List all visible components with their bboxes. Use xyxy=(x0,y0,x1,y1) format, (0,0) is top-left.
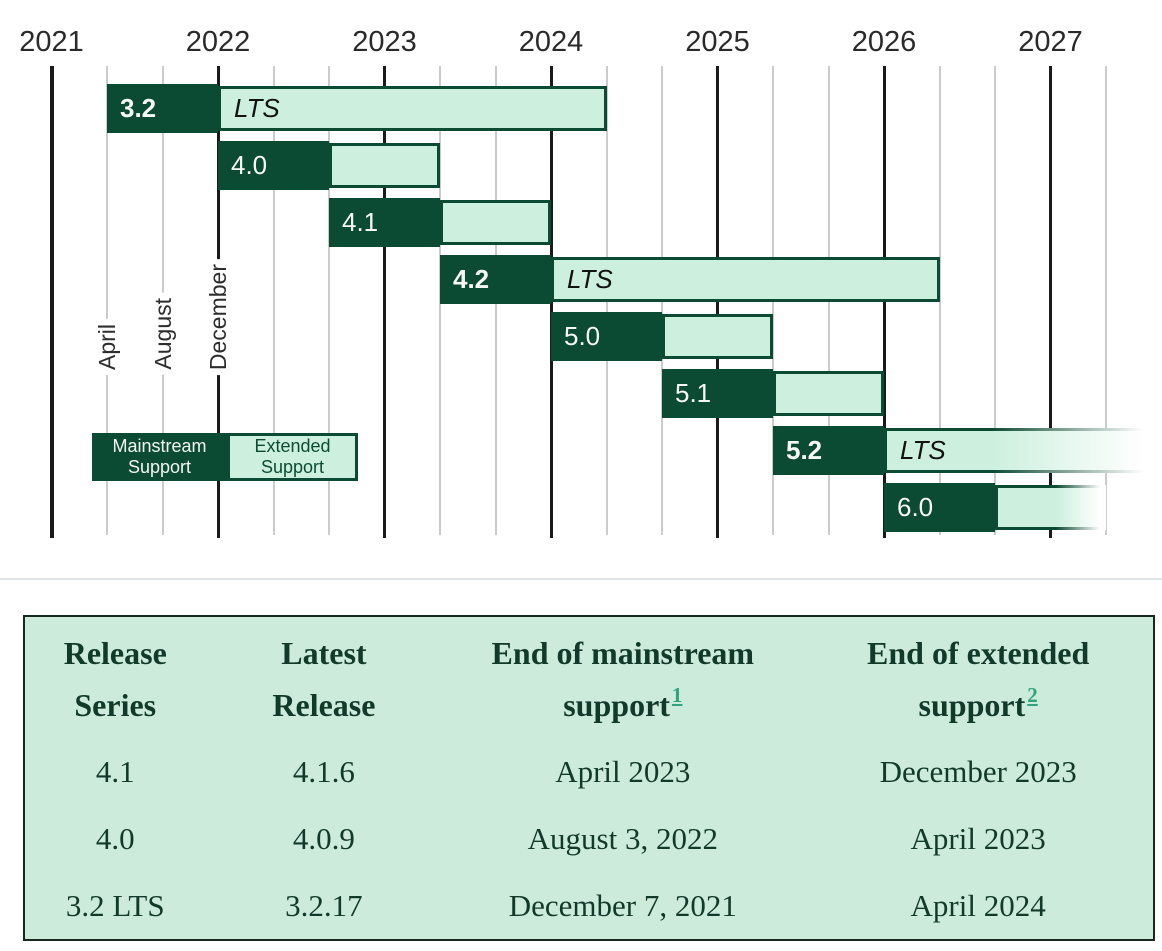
column-header-end-of-extended-support: End of extended support2 xyxy=(803,617,1153,738)
cell-release-series: 4.1 xyxy=(95,753,135,789)
cell-end-of-mainstream-support: August 3, 2022 xyxy=(527,820,718,856)
header-line1: End of mainstream xyxy=(491,635,755,671)
column-header-end-of-mainstream-support: End of mainstream support1 xyxy=(442,617,803,738)
header-line2-text: Release xyxy=(272,687,376,723)
bar-5.0-extended xyxy=(662,314,773,359)
gridline-month xyxy=(994,66,996,535)
table-head: Release Series Latest Release End of mainstr… xyxy=(25,617,1153,738)
header-line1: Release xyxy=(63,635,167,671)
gridline-month xyxy=(938,66,941,535)
bar-4.0-mainstream: 4.0 xyxy=(218,141,329,190)
gridline-year xyxy=(882,66,886,538)
gridline-year xyxy=(49,66,54,538)
header-line1: Latest xyxy=(281,635,367,671)
version-label: 4.2 xyxy=(453,264,490,294)
gridline-year xyxy=(383,66,386,538)
bar-4.1-extended xyxy=(440,200,551,245)
bar-4.0-extended xyxy=(329,143,440,188)
bar-3.2-extended: LTS xyxy=(218,86,607,131)
bar-6.0-mainstream: 6.0 xyxy=(884,483,995,532)
fade-overlay-5.2 xyxy=(992,428,1162,473)
column-header-release-series: Release Series xyxy=(25,617,205,738)
footnote-link-1[interactable]: 1 xyxy=(671,683,683,707)
header-line2-text: Series xyxy=(74,687,157,723)
month-label-december: December xyxy=(203,258,234,375)
bar-5.0-mainstream: 5.0 xyxy=(551,312,662,361)
header-line2: support1 xyxy=(443,679,802,735)
cell-release-series: 3.2 LTS xyxy=(65,887,165,923)
version-label: 4.1 xyxy=(342,207,379,237)
release-roadmap-chart: 2021 2022 2023 2024 2025 2026 2027 April August D… xyxy=(19,26,1162,538)
bar-5.1-extended xyxy=(773,371,884,416)
cell-end-of-mainstream-support: December 7, 2021 xyxy=(508,887,737,923)
legend-mainstream-label-line1: Mainstream xyxy=(112,436,207,456)
legend-extended-label-line2: Support xyxy=(260,457,325,477)
header-line2: support2 xyxy=(804,679,1152,735)
footnote-link-2[interactable]: 2 xyxy=(1027,683,1038,707)
cell-latest-release: 4.1.6 xyxy=(292,753,355,789)
month-label-april: April xyxy=(92,318,123,375)
cell-latest-release: 4.0.9 xyxy=(292,820,355,856)
lts-label: LTS xyxy=(567,264,613,294)
bar-4.2-extended: LTS xyxy=(551,257,940,302)
cell-latest-release: 3.2.17 xyxy=(285,887,363,923)
table-row-4.1: 4.1 4.1.6 April 2023 December 2023 xyxy=(25,738,1153,805)
release-support-table: Release Series Latest Release End of mainstr… xyxy=(23,615,1155,941)
year-label-2021: 2021 xyxy=(19,26,84,58)
lts-label: LTS xyxy=(234,93,280,123)
cell-release-series: 4.0 xyxy=(95,820,135,856)
year-label-2025: 2025 xyxy=(685,26,750,58)
gridline-month xyxy=(328,66,330,535)
table-row-3.2-lts: 3.2 LTS 3.2.17 December 7, 2021 April 2024 xyxy=(25,872,1153,939)
version-label: 5.2 xyxy=(786,435,823,465)
gridline-year xyxy=(716,66,719,538)
bar-4.1-mainstream: 4.1 xyxy=(329,198,440,247)
horizontal-divider xyxy=(0,578,1162,580)
version-label: 4.0 xyxy=(231,150,268,180)
gridline-year xyxy=(549,66,553,538)
lts-label: LTS xyxy=(900,435,946,465)
legend-mainstream-label-line2: Support xyxy=(127,457,192,477)
version-label: 6.0 xyxy=(897,492,934,522)
year-label-2022: 2022 xyxy=(185,26,251,58)
table-body: 4.1 4.1.6 April 2023 December 2023 4.0 4.0.9 A… xyxy=(25,738,1153,939)
year-label-2027: 2027 xyxy=(1018,26,1083,58)
version-label: 3.2 xyxy=(120,93,157,123)
gridline-month xyxy=(272,66,275,535)
header-line1: End of extended xyxy=(867,635,1090,671)
header-line2-text: support xyxy=(563,687,670,723)
column-header-latest-release: Latest Release xyxy=(205,617,442,738)
fade-overlay-6.0 xyxy=(1056,485,1106,530)
cell-end-of-extended-support: April 2023 xyxy=(910,820,1046,856)
header-line2: Release xyxy=(206,679,441,731)
cell-end-of-extended-support: December 2023 xyxy=(879,753,1077,789)
cell-end-of-extended-support: April 2024 xyxy=(910,887,1046,923)
bar-5.2-mainstream: 5.2 xyxy=(773,426,884,475)
legend-extended-label-line1: Extended xyxy=(254,436,331,456)
bar-4.2-mainstream: 4.2 xyxy=(440,255,551,304)
year-label-2023: 2023 xyxy=(352,26,417,58)
header-line2: Series xyxy=(26,679,204,731)
legend-mainstream-support: Mainstream Support xyxy=(92,433,227,481)
version-label: 5.0 xyxy=(564,321,601,351)
gridline-month xyxy=(1105,66,1107,535)
year-label-2024: 2024 xyxy=(518,26,584,58)
legend-extended-support: Extended Support xyxy=(227,433,358,481)
bar-3.2-mainstream: 3.2 xyxy=(107,84,218,133)
table-header-row: Release Series Latest Release End of mainstr… xyxy=(25,617,1153,738)
bar-5.1-mainstream: 5.1 xyxy=(662,369,773,418)
cell-end-of-mainstream-support: April 2023 xyxy=(555,753,691,789)
table-row-4.0: 4.0 4.0.9 August 3, 2022 April 2023 xyxy=(25,805,1153,872)
gridline-month xyxy=(106,66,108,535)
header-line2-text: support xyxy=(918,687,1026,723)
version-label: 5.1 xyxy=(675,378,712,408)
month-label-august: August xyxy=(147,293,179,375)
gridline-year xyxy=(1049,66,1052,538)
year-label-2026: 2026 xyxy=(851,26,917,58)
